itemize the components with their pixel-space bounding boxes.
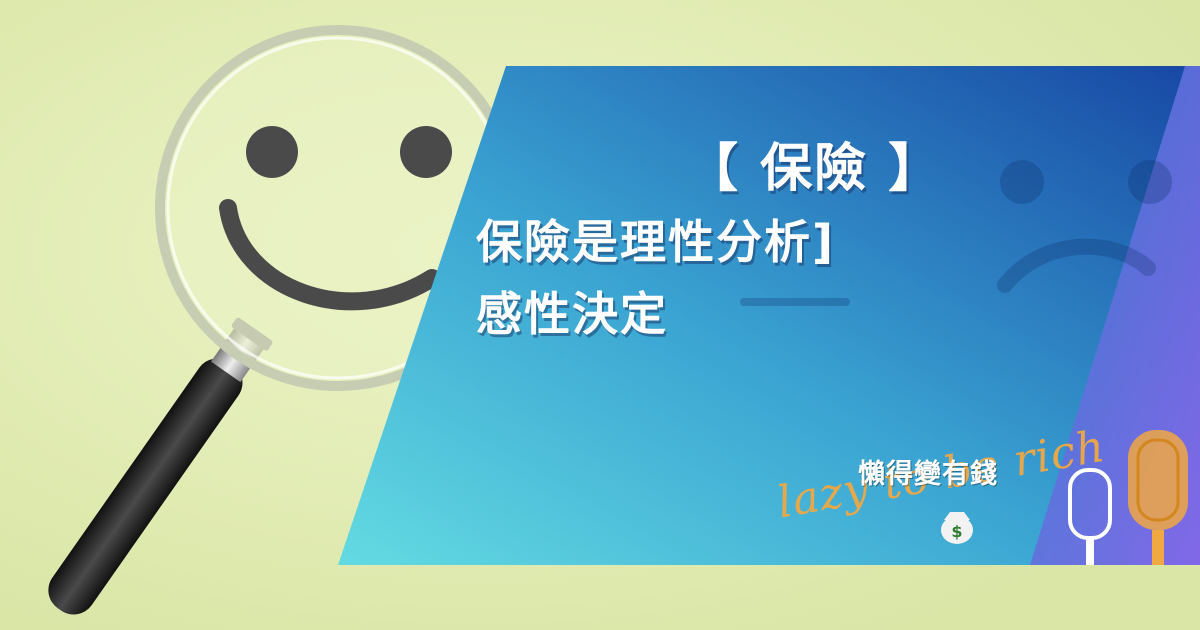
svg-text:$: $	[951, 522, 962, 541]
headline-line-1: 【 保險 】	[686, 139, 943, 199]
brand-name-zh: 懶得變有錢	[858, 459, 998, 490]
headline-line-3: 感性決定	[476, 287, 668, 341]
magnifying-glass-icon	[48, 25, 521, 615]
headline-line-2: 保險是理性分析]	[476, 215, 836, 269]
microphone-icon	[1068, 430, 1188, 565]
money-bag-icon: $	[941, 512, 973, 544]
headline-panel	[338, 66, 1200, 565]
sad-face-icon	[740, 160, 1172, 306]
smiley-face-icon	[219, 126, 452, 311]
